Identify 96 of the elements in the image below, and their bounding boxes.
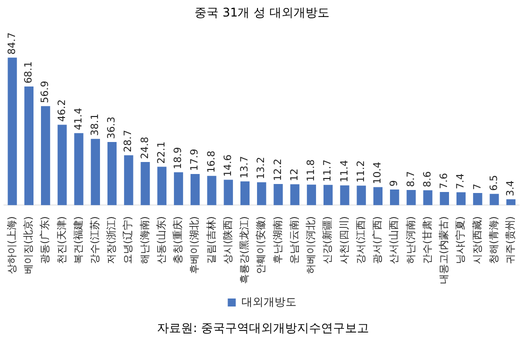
x-tick-label: 광동(广东) [39,216,52,264]
bar [440,192,449,206]
bar [24,86,34,206]
bar [356,186,366,206]
x-tick-label: 복건(福建) [72,216,84,264]
bar [306,184,316,206]
data-label: 46.2 [56,99,68,122]
data-label: 8.6 [422,171,434,188]
bar [224,180,233,206]
bar [506,199,516,206]
bar [423,190,432,206]
bar [290,184,300,206]
x-tick-label: 내몽고(内蒙古) [438,216,450,284]
bar [207,176,216,206]
data-label: 7 [472,184,484,190]
x-tick-label: 흑룡강(黑龙江) [238,216,251,284]
bar [240,181,250,206]
x-tick-label: 저장(浙江) [106,216,118,264]
data-label: 17.9 [190,148,201,172]
bar [58,124,67,206]
chart-title: 중국 31개 성 대외개방도 [194,5,330,20]
x-tick-label: 후난(湖南) [272,216,284,264]
bar [74,133,84,206]
bar [140,162,150,206]
data-label: 7.4 [456,173,467,190]
data-label: 24.8 [140,136,151,159]
data-label: 41.4 [73,108,84,130]
data-label: 16.8 [206,150,218,173]
data-label: 68.1 [24,61,35,84]
data-label: 11.2 [356,160,367,183]
x-tick-label: 길림(吉林) [205,216,218,264]
data-label: 14.6 [222,154,234,177]
legend-label: 대외개방도 [241,295,296,308]
data-label: 13.2 [256,156,268,180]
data-label: 56.9 [40,80,52,104]
bar [174,172,184,206]
data-label: 7.6 [439,173,450,189]
bar [90,138,100,206]
text: 자료원: 중국구역대외개방지수연구보고 [156,320,370,337]
data-label: 8.7 [406,171,417,188]
bar [490,194,499,206]
data-label: 6.5 [488,174,500,191]
x-tick-label: 운남(云南) [288,216,300,264]
data-label: 9 [389,180,400,187]
x-tick-label: 안훼이(安徽) [255,216,268,274]
x-tick-label: 산서(山西) [388,216,400,264]
bar [340,185,350,206]
x-tick-label: 허베이(河北) [305,216,318,274]
x-tick-label: 닝샤(宁夏) [454,216,467,264]
data-label: 11.8 [306,159,318,182]
x-tick-label: 강수(江苏) [89,216,102,264]
data-label: 10.4 [372,162,384,184]
bar [274,184,283,206]
x-tick-label: 광서(广西) [372,216,384,264]
bar [40,106,50,206]
bar [406,190,416,206]
bar [324,184,333,206]
x-tick-label: 베이징(北京) [22,216,35,274]
x-tick-label: 충칭(重庆) [172,216,184,264]
data-label: 11.4 [339,160,350,182]
data-label: 84.7 [6,32,18,55]
data-label: 18.9 [173,147,184,170]
x-tick-label: 허난(河南) [404,216,417,264]
bar [473,193,482,206]
x-tick-label: 산동(山东) [155,216,168,264]
x-tick-label: 천진(天津) [56,216,68,264]
x-tick-label: 상하이(上海) [6,216,18,274]
data-label: 22.1 [156,141,168,164]
bar [8,58,17,206]
bar [190,174,200,206]
bar [107,142,117,206]
bar [390,190,400,206]
bar [373,187,383,206]
data-label: 12.2 [272,158,284,181]
data-label: 36.3 [106,116,118,139]
x-tick-label: 해난(海南) [138,216,151,264]
bar [257,182,266,206]
data-label: 12 [289,168,300,182]
x-tick-label: 상시(陕西) [222,216,234,264]
x-tick-label: 시장(西藏) [471,216,484,264]
data-label: 28.7 [123,130,134,152]
x-tick-label: 신강(新疆) [322,216,334,264]
bar [456,192,466,206]
data-label: 13.7 [240,156,251,178]
data-label: 3.4 [505,180,516,196]
bar [124,155,134,206]
x-tick-label: 귀주(贵州) [504,216,516,264]
x-tick-label: 청해(青海) [488,216,500,264]
data-label: 11.7 [322,160,334,182]
x-tick-label: 간수(甘肃) [421,216,434,264]
x-tick-label: 후베이(湖北) [188,216,201,274]
x-tick-label: 사천(四川) [338,216,350,264]
x-tick-label: 요녕(辽宁) [122,216,134,264]
data-label: 38.1 [90,114,102,136]
x-tick-label: 강서(江西) [354,216,367,264]
bar [157,166,166,206]
